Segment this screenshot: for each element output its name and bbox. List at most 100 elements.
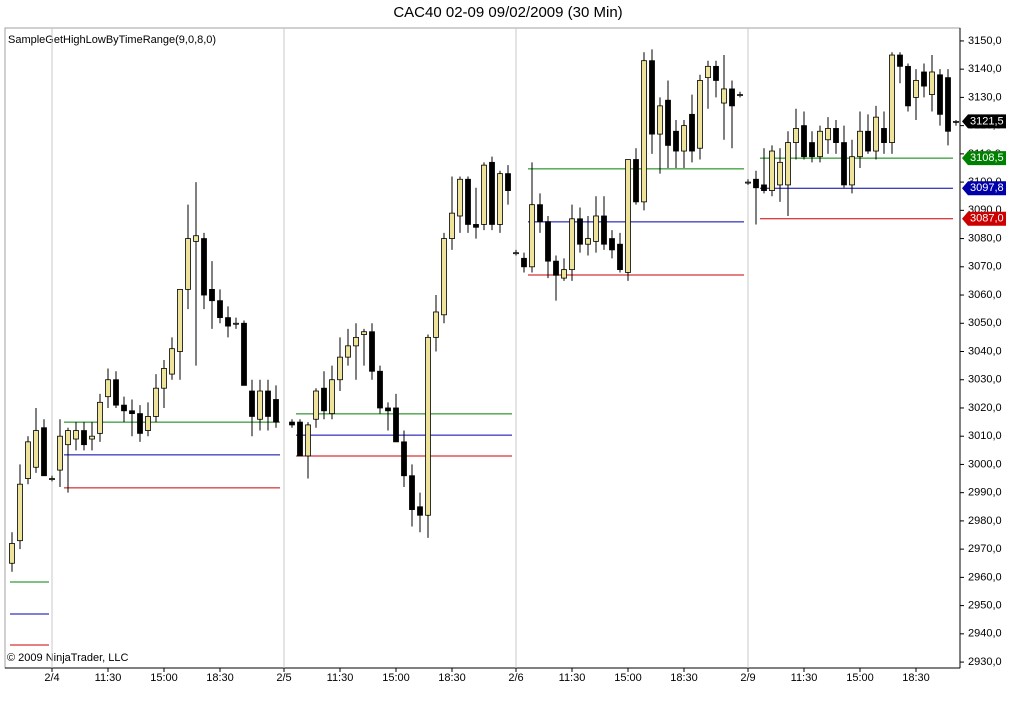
candle-body [265,390,271,417]
x-tick-label: 11:30 [327,672,354,684]
candle-body [289,421,295,426]
candle-body [713,65,719,81]
x-tick-label: 15:00 [150,672,178,684]
candle-body [793,128,799,143]
candle-body [737,94,743,96]
candle-body [385,407,391,412]
x-tick-label: 18:30 [438,672,466,684]
y-tick-label: 3040,0 [968,345,1002,357]
candle-body [225,317,231,327]
candle-body [305,424,311,457]
y-tick-label: 3150,0 [968,35,1002,47]
x-tick-label: 15:00 [846,672,874,684]
candle-body [593,215,599,242]
candle-body [169,348,175,375]
candle-body [137,413,143,434]
candle-body [185,238,191,290]
candle-body [193,235,199,242]
candle-body [881,128,887,143]
candle-body [585,238,591,245]
candle-body [337,356,343,381]
candle-body [841,142,847,186]
x-tick-label: 2/9 [740,672,755,684]
x-tick-label: 11:30 [791,672,818,684]
candle-body [753,178,759,189]
candle-body [393,407,399,443]
candle-body [209,288,215,302]
candle-body [649,60,655,135]
candle-body [449,212,455,239]
candle-body [913,80,919,98]
candle-body [777,161,783,186]
candle-body [537,204,543,223]
x-tick-label: 2/4 [44,672,59,684]
candle-body [801,125,807,158]
candle-body [313,390,319,420]
candle-body [625,159,631,273]
candle-body [897,54,903,67]
y-tick-label: 3070,0 [968,261,1002,273]
candle-body [369,331,375,372]
candle-body [465,178,471,225]
last-price-marker [962,114,1006,129]
candle-body [809,142,815,158]
candle-body [249,390,255,417]
candle-body [57,435,63,471]
candle-body [929,71,935,95]
candle-body [177,288,183,352]
candle-body [233,322,239,325]
candle-body [721,88,727,104]
indicator-label: SampleGetHighLowByTimeRange(9,0,8,0) [8,34,216,46]
y-tick-label: 2950,0 [968,600,1002,612]
candle-body [17,483,23,542]
candle-body [441,238,447,316]
candle-body [145,416,151,431]
y-tick-label: 3050,0 [968,317,1002,329]
candle-body [697,80,703,149]
candle-body [617,243,623,271]
candle-body [785,142,791,186]
candle-body [457,178,463,217]
candle-body [849,156,855,186]
candle-body [41,427,47,477]
candle-body [273,399,279,423]
candle-body [641,60,647,203]
x-tick-label: 18:30 [670,672,698,684]
y-tick-label: 3060,0 [968,289,1002,301]
x-tick-label: 11:30 [95,672,122,684]
chart-title: CAC40 02-09 09/02/2009 (30 Min) [393,4,622,21]
y-tick-label: 2960,0 [968,571,1002,583]
candle-body [361,331,367,335]
candle-body [769,150,775,191]
candle-body [121,404,127,412]
candle-body [609,238,615,251]
candle-body [761,184,767,191]
candle-body [601,215,607,245]
candle-body [889,54,895,143]
y-tick-label: 3130,0 [968,91,1002,103]
candle-body [561,269,567,279]
x-tick-label: 2/6 [508,672,523,684]
price-marker [962,211,1006,226]
candle-body [89,435,95,440]
candle-body [873,116,879,152]
candle-body [513,252,519,255]
candle-body [529,204,535,268]
x-tick-label: 18:30 [206,672,234,684]
y-tick-label: 3080,0 [968,232,1002,244]
x-tick-label: 15:00 [382,672,410,684]
candle-body [257,390,263,420]
price-marker-label: 3087,0 [970,213,1004,225]
candle-body [65,430,71,446]
candle-body [297,421,303,457]
candle-body [937,74,943,115]
price-marker-label: 3108,5 [970,152,1004,164]
candle-body [81,430,87,446]
price-marker [962,181,1006,196]
candle-body [553,260,559,276]
candle-body [865,130,871,152]
y-tick-label: 3010,0 [968,430,1002,442]
y-tick-label: 3140,0 [968,63,1002,75]
